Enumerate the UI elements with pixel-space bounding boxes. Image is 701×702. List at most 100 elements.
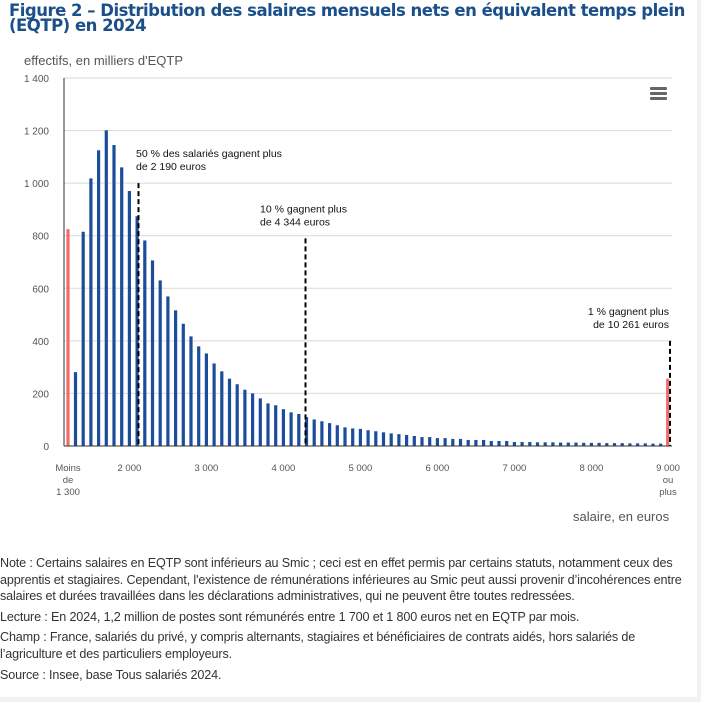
bar: [535, 442, 540, 446]
bar: [97, 150, 101, 446]
bar: [659, 443, 663, 446]
bar: [559, 442, 563, 446]
x-tick-label: 8 000: [580, 463, 604, 474]
bar: [435, 438, 439, 446]
annotation-text: de 10 261 euros: [593, 319, 669, 331]
bar: [582, 442, 586, 446]
champ-text: Champ : France, salariés du privé, y com…: [0, 630, 636, 661]
bar: [120, 167, 124, 446]
bar: [258, 398, 262, 446]
figure-notes: Note : Certains salaires en EQTP sont in…: [0, 555, 696, 687]
bar: [112, 145, 116, 446]
note-text: Note : Certains salaires en EQTP sont in…: [0, 556, 682, 604]
bar: [320, 421, 324, 446]
bar: [651, 443, 655, 446]
bar: [127, 191, 131, 446]
bar: [597, 442, 601, 446]
bar: [204, 353, 208, 446]
bar: [166, 296, 170, 446]
figure-title: Figure 2 – Distribution des salaires men…: [9, 1, 685, 35]
bar: [135, 216, 139, 446]
bar: [420, 437, 424, 446]
x-axis-label: salaire, en euros: [573, 509, 670, 524]
page-scroll-gutter: [697, 0, 701, 702]
y-tick-labels: 0 200 400 600 800 1 000 1 200 1 400: [24, 74, 49, 453]
bar: [366, 430, 370, 446]
bar: [81, 231, 85, 446]
x-tick-label: 2 000: [118, 463, 142, 474]
bar: [212, 363, 216, 446]
bar: [328, 423, 332, 446]
bar: [605, 443, 609, 446]
page-bottom-band: [0, 697, 701, 702]
bar: [181, 323, 185, 446]
x-tick-label: 1 300: [56, 487, 80, 498]
bar: [266, 403, 270, 446]
bar: [512, 442, 516, 446]
bar: [451, 438, 455, 446]
y-tick-label: 0: [43, 442, 49, 453]
bar: [466, 439, 470, 446]
bar: [335, 425, 339, 446]
bar: [274, 405, 278, 446]
bar: [520, 442, 524, 446]
bars: [66, 130, 670, 446]
gridlines: [64, 77, 672, 394]
salary-distribution-chart: 0 200 400 600 800 1 000 1 200 1 400 50 % des sa…: [24, 74, 680, 498]
x-tick-label: 5 000: [349, 463, 373, 474]
bar: [543, 442, 547, 446]
x-tick-label: ou: [663, 475, 674, 486]
bar: [620, 443, 624, 446]
x-tick-label: Moins: [55, 463, 81, 474]
bar: [497, 441, 501, 446]
bar: [358, 428, 362, 446]
edge-bar: [666, 378, 670, 446]
bar: [73, 372, 78, 446]
bar: [235, 384, 239, 446]
y-tick-label: 400: [32, 337, 49, 348]
bar: [574, 442, 578, 446]
bar: [104, 130, 108, 446]
bar: [458, 438, 463, 446]
bar: [612, 443, 617, 446]
y-tick-label: 800: [32, 232, 49, 243]
bar: [197, 346, 201, 446]
bar: [482, 439, 486, 446]
y-tick-label: 1 200: [24, 127, 49, 138]
bar: [443, 438, 447, 446]
hamburger-menu-icon[interactable]: [650, 87, 667, 100]
bar: [397, 434, 401, 446]
bar: [297, 413, 301, 446]
bar: [220, 371, 224, 446]
bar: [143, 240, 147, 446]
y-tick-label: 1 000: [24, 179, 49, 190]
y-tick-label: 200: [32, 389, 49, 400]
x-tick-label: 3 000: [195, 463, 219, 474]
bar: [628, 443, 632, 446]
bar: [158, 280, 162, 446]
bar: [289, 412, 293, 446]
bar: [643, 443, 647, 446]
bar: [89, 178, 93, 446]
y-tick-label: 600: [32, 284, 49, 295]
annotation-text: 50 % des salariés gagnent plus: [136, 148, 282, 160]
bar: [381, 432, 386, 446]
bar: [312, 419, 316, 446]
bar: [343, 427, 347, 446]
annotation-text: de 2 190 euros: [136, 161, 206, 173]
x-tick-label: 7 000: [503, 463, 527, 474]
annotation-text: de 4 344 euros: [260, 216, 330, 228]
bar: [389, 433, 393, 446]
y-axis-label: effectifs, en milliers d'EQTP: [24, 53, 184, 68]
bar: [243, 389, 247, 446]
bar: [351, 428, 355, 446]
bar: [505, 441, 509, 446]
bar: [405, 434, 409, 446]
bar: [474, 439, 478, 446]
bar: [528, 442, 532, 446]
bar: [150, 260, 155, 446]
bar: [227, 378, 232, 446]
bar: [412, 436, 416, 446]
